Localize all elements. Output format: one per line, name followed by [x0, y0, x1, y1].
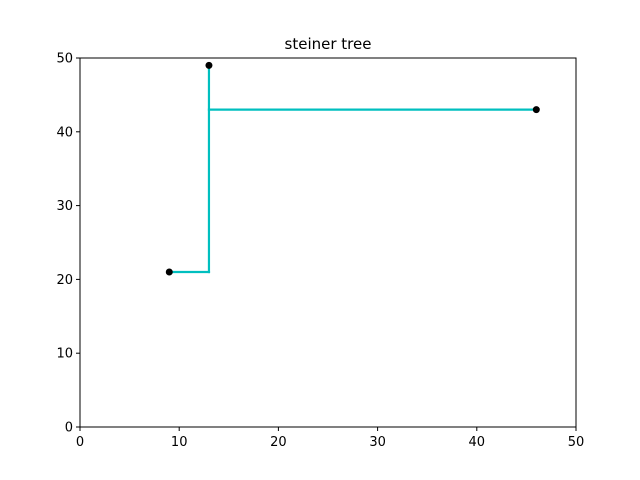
- x-tick-label-5: 50: [568, 435, 585, 450]
- x-tick-label-4: 40: [469, 435, 486, 450]
- x-axis: 0 10 20 30 40 50: [76, 427, 584, 450]
- y-tick-label-4: 40: [56, 125, 73, 140]
- x-tick-label-3: 30: [369, 435, 386, 450]
- terminal-point-1: [205, 61, 213, 69]
- terminal-point-0: [165, 268, 173, 276]
- x-tick-label-2: 20: [270, 435, 287, 450]
- x-tick-label-1: 10: [171, 435, 188, 450]
- y-axis: 0 10 20 30 40 50: [56, 52, 80, 436]
- y-tick-label-0: 0: [65, 421, 73, 436]
- y-tick-label-1: 10: [56, 347, 73, 362]
- y-tick-label-5: 50: [56, 52, 73, 67]
- y-tick-label-2: 20: [56, 273, 73, 288]
- points-layer: [165, 61, 540, 276]
- edges-layer: [168, 64, 538, 274]
- plot-frame: [79, 57, 577, 428]
- x-tick-label-0: 0: [76, 435, 84, 450]
- chart-title: steiner tree: [285, 35, 372, 53]
- y-tick-label-3: 30: [56, 199, 73, 214]
- terminal-point-2: [532, 106, 540, 114]
